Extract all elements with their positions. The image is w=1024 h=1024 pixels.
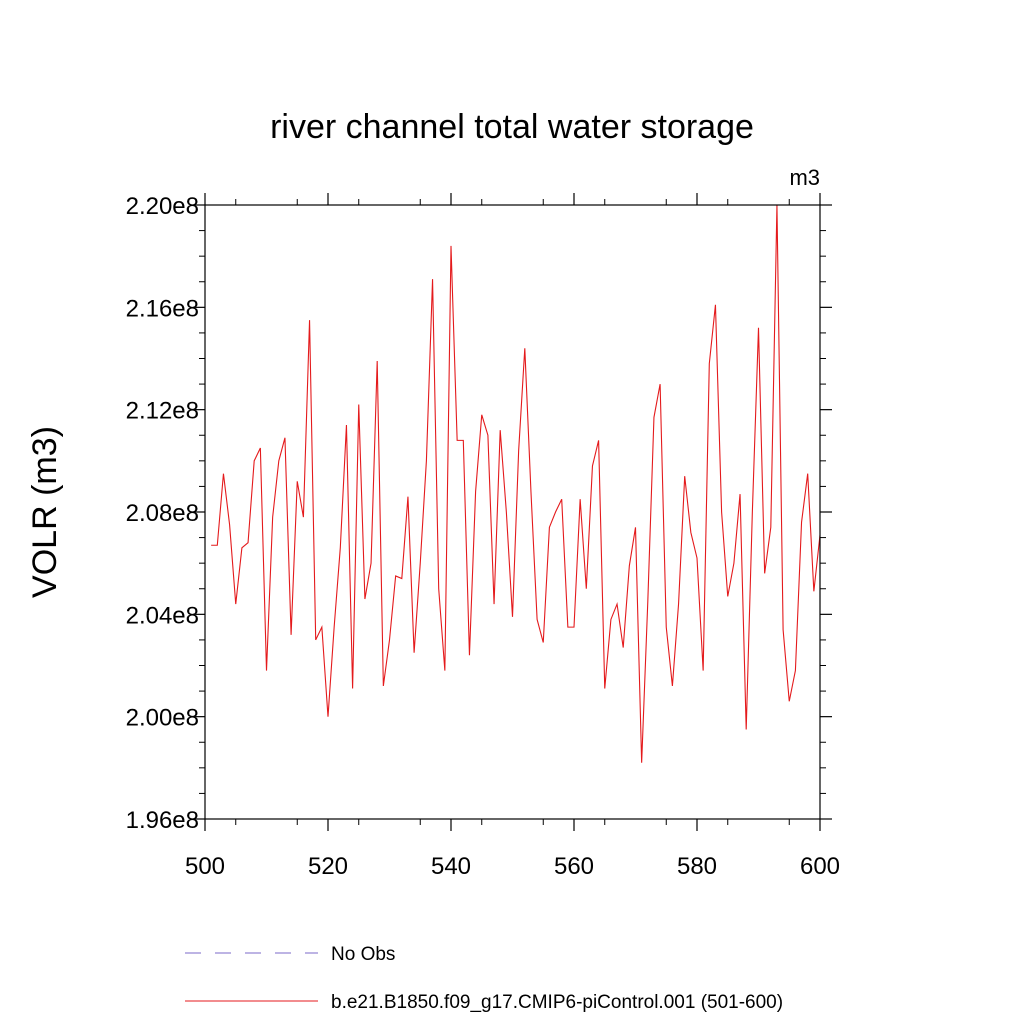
series-layer <box>211 204 821 763</box>
y-tick-label-1: 2.00e8 <box>126 705 199 732</box>
x-tick-label-2: 540 <box>431 853 471 880</box>
y-tick-label-3: 2.08e8 <box>126 500 199 527</box>
series-line-0 <box>211 204 821 763</box>
y-tick-label-2: 2.04e8 <box>126 602 199 629</box>
y-tick-label-6: 2.20e8 <box>126 193 199 220</box>
x-tick-label-4: 580 <box>677 853 717 880</box>
legend: No Obs b.e21.B1850.f09_g17.CMIP6-piContr… <box>185 944 783 1013</box>
y-tick-label-0: 1.96e8 <box>126 807 199 834</box>
x-tick-label-3: 560 <box>554 853 594 880</box>
units-label: m3 <box>789 165 820 190</box>
legend-label-control-run: b.e21.B1850.f09_g17.CMIP6-piControl.001 … <box>331 992 783 1013</box>
x-tick-label-5: 600 <box>800 853 840 880</box>
x-tick-label-0: 500 <box>185 853 225 880</box>
y-axis-label: VOLR (m3) <box>26 426 64 598</box>
y-tick-label-5: 2.16e8 <box>126 295 199 322</box>
ticks-layer <box>193 193 832 831</box>
chart-title: river channel total water storage <box>270 108 754 146</box>
plot-frame <box>204 204 821 820</box>
tick-labels: 500 520 540 560 580 600 1.96e8 2.00e8 2.04e8 2.08… <box>126 193 840 880</box>
legend-label-no-obs: No Obs <box>331 944 395 965</box>
x-tick-label-1: 520 <box>308 853 348 880</box>
y-tick-label-4: 2.12e8 <box>126 398 199 425</box>
